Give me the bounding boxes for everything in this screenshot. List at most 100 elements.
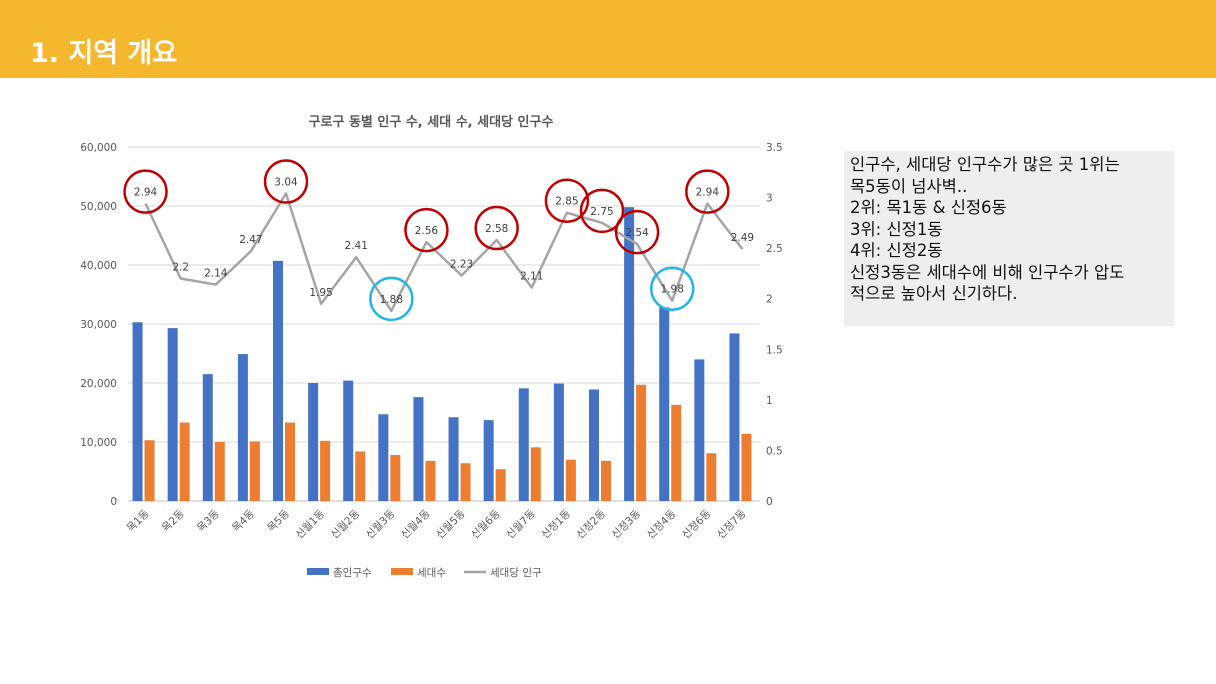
y2-tick-label: 1.5 bbox=[766, 344, 783, 356]
legend: 총인구수 세대수 세대당 인구 bbox=[307, 567, 542, 579]
y-axis: 0 10,000 20,000 30,000 40,000 50,000 60,000 bbox=[80, 142, 117, 508]
bar-total-population bbox=[518, 388, 529, 501]
bar-total-population bbox=[624, 207, 635, 501]
x-axis: 목1동 목2동 목3동 목4동 목5동 신월1동 신월2동 신월3동 신월4동 신월5동 신월6동 신… bbox=[125, 507, 749, 541]
bar-households bbox=[706, 453, 717, 501]
y2-tick-label: 1 bbox=[766, 395, 773, 407]
y-tick-label: 30,000 bbox=[80, 319, 117, 331]
bar-households bbox=[565, 459, 576, 501]
x-tick-label: 신월2동 bbox=[329, 507, 363, 541]
data-label: 2.94 bbox=[134, 187, 158, 199]
bar-total-population bbox=[589, 389, 599, 501]
y2-tick-label: 3.5 bbox=[766, 142, 783, 154]
y-tick-label: 60,000 bbox=[80, 142, 117, 154]
x-tick-label: 신월5동 bbox=[434, 507, 468, 541]
x-tick-label: 신정1동 bbox=[539, 507, 573, 541]
data-label: 2.85 bbox=[555, 196, 578, 208]
note-line: 인구수, 세대당 인구수가 많은 곳 1위는 bbox=[850, 155, 1120, 174]
bar-total-population bbox=[659, 307, 670, 501]
bar-households bbox=[390, 454, 401, 501]
data-label: 1.88 bbox=[380, 294, 403, 306]
bar-households bbox=[636, 384, 647, 501]
x-tick-label: 신정4동 bbox=[645, 507, 679, 541]
legend-label: 총인구수 bbox=[333, 567, 372, 579]
highlight-circle-blue bbox=[369, 276, 414, 322]
bars-layer bbox=[132, 207, 752, 501]
bar-households bbox=[249, 441, 260, 501]
bar-total-population bbox=[202, 374, 213, 501]
y-tick-label: 10,000 bbox=[80, 437, 117, 449]
note-line: 목5동이 넘사벽.. bbox=[850, 176, 968, 196]
x-tick-label: 목5동 bbox=[265, 507, 292, 534]
bar-total-population bbox=[132, 322, 143, 501]
x-tick-label: 신정3동 bbox=[610, 507, 644, 541]
highlight-circle-red bbox=[685, 169, 730, 214]
data-label: 1.98 bbox=[661, 284, 684, 296]
x-tick-label: 목1동 bbox=[125, 507, 152, 534]
x-tick-label: 신정6동 bbox=[680, 507, 714, 541]
y2-axis: 0 0.5 1 1.5 2 2.5 3 3.5 bbox=[766, 142, 783, 508]
highlight-circle-red bbox=[123, 169, 168, 214]
bar-households bbox=[495, 469, 506, 501]
data-label: 1.95 bbox=[309, 287, 332, 299]
bar-total-population bbox=[553, 383, 564, 501]
chart-title: 구로구 동별 인구 수, 세대 수, 세대당 인구수 bbox=[309, 114, 554, 130]
page-title: 1. 지역 개요 bbox=[30, 38, 178, 69]
x-tick-label: 신월7동 bbox=[504, 507, 538, 541]
data-label: 3.04 bbox=[274, 177, 298, 189]
x-tick-label: 신월4동 bbox=[399, 507, 433, 541]
bar-households bbox=[601, 460, 611, 501]
x-tick-label: 신정2동 bbox=[574, 507, 608, 541]
note-line: 4위: 신정2동 bbox=[850, 241, 943, 260]
bar-households bbox=[214, 442, 225, 501]
x-tick-label: 신월3동 bbox=[364, 507, 398, 541]
x-tick-label: 신월6동 bbox=[469, 507, 503, 541]
data-label: 2.94 bbox=[696, 187, 720, 199]
bar-total-population bbox=[167, 328, 178, 501]
data-label: 2.11 bbox=[520, 271, 543, 283]
bar-households bbox=[320, 440, 331, 501]
bar-total-population bbox=[378, 414, 389, 501]
legend-swatch bbox=[391, 568, 413, 575]
x-tick-label: 목3동 bbox=[195, 507, 222, 534]
note-line: 적으로 높아서 신기하다. bbox=[850, 284, 1018, 303]
bar-households bbox=[530, 447, 541, 501]
data-label: 2.41 bbox=[345, 240, 368, 252]
data-label: 2.2 bbox=[172, 261, 189, 273]
bar-households bbox=[460, 463, 471, 501]
x-tick-label: 신월1동 bbox=[294, 507, 328, 541]
data-label: 2.54 bbox=[625, 227, 649, 239]
y-tick-label: 20,000 bbox=[80, 378, 117, 390]
y2-tick-label: 0 bbox=[766, 496, 773, 508]
bar-total-population bbox=[308, 383, 319, 501]
bar-households bbox=[285, 422, 295, 501]
y-tick-label: 50,000 bbox=[80, 201, 117, 213]
note-line: 3위: 신정1동 bbox=[850, 219, 943, 239]
bar-total-population bbox=[729, 333, 740, 501]
highlight-circle-red bbox=[263, 159, 309, 204]
highlight-circle-blue bbox=[649, 266, 695, 311]
bar-total-population bbox=[343, 380, 354, 501]
bar-households bbox=[179, 422, 190, 501]
bar-households bbox=[425, 460, 436, 501]
highlight-circle-red bbox=[579, 188, 625, 234]
data-label: 2.75 bbox=[590, 206, 613, 218]
bar-total-population bbox=[413, 397, 424, 501]
data-label: 2.47 bbox=[239, 234, 262, 246]
bar-households bbox=[671, 404, 682, 501]
header-bar: 1. 지역 개요 bbox=[0, 0, 1216, 78]
y-tick-label: 0 bbox=[110, 496, 117, 508]
legend-label: 세대수 bbox=[417, 567, 446, 579]
data-label: 2.23 bbox=[450, 258, 473, 270]
note-line: 2위: 목1동 & 신정6동 bbox=[850, 198, 1007, 217]
bar-total-population bbox=[448, 417, 459, 501]
bar-households bbox=[355, 451, 366, 501]
x-tick-label: 목4동 bbox=[230, 507, 257, 534]
data-label: 2.58 bbox=[485, 223, 508, 235]
note-line: 신정3동은 세대수에 비해 인구수가 압도 bbox=[850, 262, 1125, 282]
bar-households bbox=[741, 433, 752, 501]
bar-total-population bbox=[483, 420, 494, 501]
bar-households bbox=[144, 440, 155, 501]
